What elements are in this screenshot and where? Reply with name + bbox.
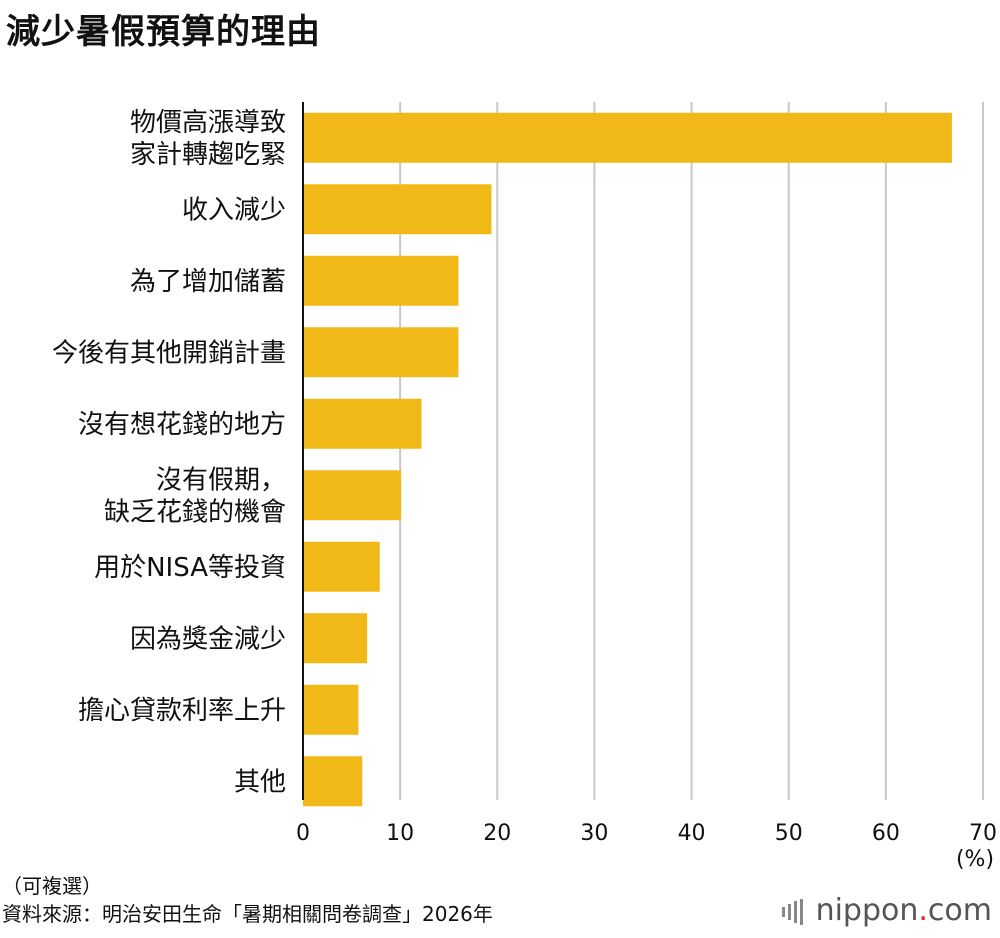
- logo-suffix: com: [927, 893, 992, 928]
- category-label: 用於NISA等投資: [94, 553, 286, 583]
- bar: [303, 184, 492, 235]
- logo-bars-icon: [781, 893, 806, 928]
- bar: [303, 112, 952, 163]
- tick-label: 60: [872, 821, 900, 846]
- category-label: 擔心貸款利率上升: [78, 696, 286, 726]
- logo-text: nippon: [815, 893, 919, 928]
- category-label: 收入減少: [182, 195, 286, 225]
- bar: [303, 398, 422, 449]
- bar: [303, 756, 363, 807]
- bars: [303, 112, 952, 807]
- category-labels: 物價高漲導致家計轉趨吃緊收入減少為了增加儲蓄今後有其他開銷計畫沒有想花錢的地方沒…: [52, 108, 286, 798]
- tick-label: 50: [775, 821, 803, 846]
- category-label: 其他: [234, 767, 286, 797]
- nippon-logo: nippon. com: [781, 893, 992, 928]
- category-label: 物價高漲導致: [130, 108, 286, 138]
- source-note: 資料來源：明治安田生命「暑期相關問卷調查」2026年: [2, 902, 493, 926]
- bar: [303, 470, 402, 521]
- tick-label: 10: [386, 821, 414, 846]
- bar-chart: 物價高漲導致家計轉趨吃緊收入減少為了增加儲蓄今後有其他開銷計畫沒有想花錢的地方沒…: [52, 102, 997, 870]
- category-label: 沒有想花錢的地方: [78, 410, 286, 440]
- bar: [303, 613, 368, 664]
- bar: [303, 327, 459, 378]
- logo-dot: .: [918, 893, 928, 928]
- bar: [303, 684, 359, 735]
- tick-label: 40: [678, 821, 706, 846]
- tick-label: 20: [483, 821, 511, 846]
- bar: [303, 541, 380, 592]
- category-label: 家計轉趨吃緊: [130, 140, 286, 170]
- category-label: 為了增加儲蓄: [130, 267, 286, 297]
- unit-label: (%): [956, 847, 994, 870]
- category-label: 缺乏花錢的機會: [104, 497, 286, 527]
- category-label: 今後有其他開銷計畫: [52, 338, 286, 368]
- tick-label: 0: [296, 821, 310, 846]
- footnote: （可複選）: [2, 874, 102, 898]
- tick-labels: 0 10 20 30 40 50 60 70: [296, 821, 997, 846]
- tick-label: 70: [969, 821, 997, 846]
- bar: [303, 255, 459, 306]
- tick-label: 30: [580, 821, 608, 846]
- category-label: 因為獎金減少: [130, 624, 286, 654]
- category-label: 沒有假期，: [156, 465, 286, 495]
- chart-title: 減少暑假預算的理由: [6, 12, 321, 52]
